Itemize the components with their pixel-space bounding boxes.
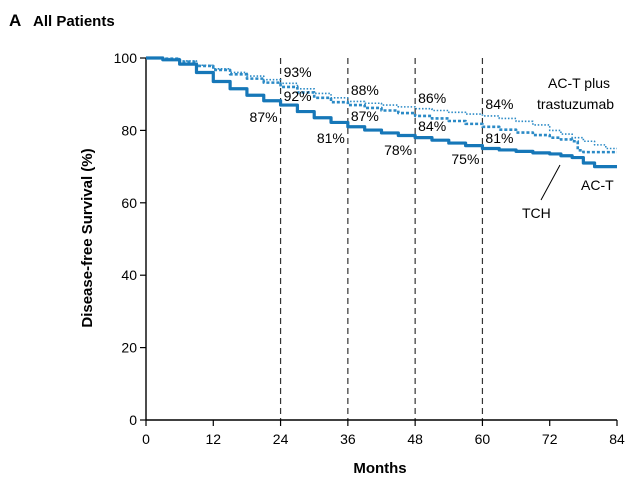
x-axis-title: Months <box>353 460 406 477</box>
y-tick-label-60: 60 <box>121 195 137 211</box>
panel-letter: A <box>9 11 21 30</box>
y-axis-title: Disease-free Survival (%) <box>79 148 96 327</box>
annotation-tch-24: 92% <box>284 88 312 104</box>
series-label-tch: TCH <box>522 205 551 221</box>
x-tick-label-84: 84 <box>609 431 625 447</box>
x-tick-label-36: 36 <box>340 431 356 447</box>
annotation-ac-t-plus-trastuzumab-60: 84% <box>485 96 513 112</box>
x-tick-label-48: 48 <box>407 431 423 447</box>
survival-curves <box>146 56 617 169</box>
series-labels: AC-T plus trastuzumab TCH AC-T <box>522 75 614 221</box>
y-tick-label-100: 100 <box>114 50 138 66</box>
series-label-act-trastuzumab-line2: trastuzumab <box>537 96 614 112</box>
x-tick-label-72: 72 <box>542 431 558 447</box>
annotation-tch-60: 81% <box>485 130 513 146</box>
annotation-tch-48: 84% <box>418 118 446 134</box>
y-tick-label-0: 0 <box>129 412 137 428</box>
reference-lines <box>279 58 484 420</box>
y-tick-label-80: 80 <box>121 122 137 138</box>
series-label-act-trastuzumab-line1: AC-T plus <box>548 75 610 91</box>
annotation-ac-t-plus-trastuzumab-24: 93% <box>284 64 312 80</box>
x-tick-label-12: 12 <box>205 431 221 447</box>
annotation-ac-t-60: 75% <box>451 151 479 167</box>
x-tick-label-60: 60 <box>475 431 491 447</box>
annotation-ac-t-plus-trastuzumab-48: 86% <box>418 90 446 106</box>
x-tick-label-0: 0 <box>142 431 150 447</box>
annotation-ac-t-24: 87% <box>250 109 278 125</box>
y-tick-label-40: 40 <box>121 267 137 283</box>
y-tick-label-20: 20 <box>121 340 137 356</box>
axes: 0 20 40 60 80 100 0 12 24 36 48 60 72 84 <box>114 50 625 447</box>
panel-title: All Patients <box>33 13 115 30</box>
series-label-act: AC-T <box>581 177 614 193</box>
x-tick-label-24: 24 <box>273 431 289 447</box>
annotation-ac-t-48: 78% <box>384 142 412 158</box>
annotation-tch-36: 87% <box>351 108 379 124</box>
series-line-ac-t <box>146 56 617 169</box>
annotations: 93% 92% 87% 88% 87% 81% 86% 84% 78% 84% 81% 75% <box>250 64 514 167</box>
series-line-tch <box>146 56 617 154</box>
annotation-ac-t-36: 81% <box>317 130 345 146</box>
annotation-ac-t-plus-trastuzumab-36: 88% <box>351 82 379 98</box>
tch-pointer-line <box>540 164 561 201</box>
